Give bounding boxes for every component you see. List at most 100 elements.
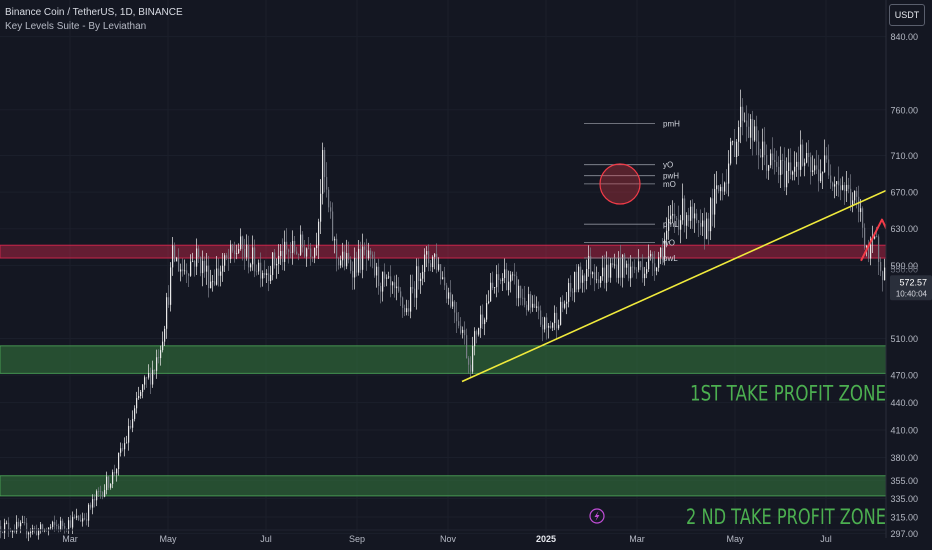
candle-body xyxy=(804,162,806,166)
candle-body xyxy=(142,384,144,393)
key-level-label: pwL xyxy=(663,254,678,263)
candle-body xyxy=(2,531,4,533)
candle-body xyxy=(486,303,488,320)
candle-body xyxy=(854,190,856,201)
candle-body xyxy=(880,262,882,272)
candle-body xyxy=(30,532,32,533)
candle-body xyxy=(228,258,230,259)
candle-body xyxy=(730,141,732,164)
candle-body xyxy=(322,150,324,194)
candle-body xyxy=(794,166,796,172)
candle-body xyxy=(454,301,456,313)
candle-body xyxy=(582,275,584,283)
candle-body xyxy=(598,279,600,283)
candle-body xyxy=(162,341,164,351)
candle-body xyxy=(190,261,192,276)
take-profit-label-tp1: 1ST TAKE PROFIT ZONE xyxy=(690,381,886,405)
indicator-name: Key Levels Suite - By Leviathan xyxy=(5,21,147,32)
candle-body xyxy=(254,247,256,272)
candle-body xyxy=(818,169,820,182)
candle-body xyxy=(524,297,526,305)
candle-body xyxy=(338,258,340,266)
candle-body xyxy=(570,283,572,292)
candle-body xyxy=(816,165,818,170)
price-tick-label: 440.00 xyxy=(890,398,918,408)
price-tick-label: 470.00 xyxy=(890,371,918,381)
candle-body xyxy=(608,264,610,278)
candle-body xyxy=(42,524,44,532)
candle-body xyxy=(792,171,794,175)
candle-body xyxy=(642,267,644,279)
candle-body xyxy=(680,220,682,230)
candle-body xyxy=(300,234,302,255)
candle-body xyxy=(848,184,850,189)
candle-body xyxy=(232,244,234,251)
candle-body xyxy=(366,249,368,259)
candle-series xyxy=(0,89,888,542)
candle-body xyxy=(194,260,196,267)
candle-body xyxy=(202,260,204,274)
candle-body xyxy=(824,155,826,173)
candle-body xyxy=(64,526,66,529)
candle-body xyxy=(534,303,536,308)
candle-body xyxy=(212,281,214,283)
candle-body xyxy=(836,181,838,185)
candle-body xyxy=(272,252,274,275)
candle-body xyxy=(186,270,188,274)
candle-body xyxy=(146,377,148,379)
candle-body xyxy=(364,246,366,250)
candle-body xyxy=(510,274,512,282)
candle-body xyxy=(514,274,516,277)
time-tick-label: May xyxy=(726,534,744,544)
candle-body xyxy=(160,350,162,359)
price-tick-label: 630.00 xyxy=(890,224,918,234)
candle-body xyxy=(24,522,26,524)
candle-body xyxy=(422,271,424,279)
candle-body xyxy=(196,248,198,267)
candle-body xyxy=(184,270,186,272)
candle-body xyxy=(318,221,320,246)
candle-body xyxy=(502,278,504,282)
candle-body xyxy=(306,248,308,257)
candle-body xyxy=(694,213,696,219)
candle-body xyxy=(728,163,730,184)
candle-body xyxy=(274,252,276,266)
price-tick-label: 710.00 xyxy=(890,151,918,161)
candle-body xyxy=(474,331,476,347)
price-tick-label: 760.00 xyxy=(890,105,918,115)
candle-body xyxy=(770,153,772,166)
candle-body xyxy=(132,418,134,428)
candle-body xyxy=(850,188,852,206)
candle-body xyxy=(402,297,404,308)
candle-body xyxy=(28,532,30,535)
candle-body xyxy=(526,304,528,310)
currency-button[interactable]: USDT xyxy=(889,4,925,26)
candle-body xyxy=(282,251,284,262)
candle-body xyxy=(458,321,460,326)
candle-body xyxy=(536,306,538,308)
candle-body xyxy=(838,181,840,186)
candle-body xyxy=(354,257,356,278)
candle-body xyxy=(576,271,578,290)
candle-body xyxy=(632,266,634,268)
candle-body xyxy=(630,266,632,279)
candle-body xyxy=(164,328,166,342)
candle-body xyxy=(622,254,624,278)
candle-body xyxy=(468,358,470,365)
candle-body xyxy=(70,520,72,528)
candle-body xyxy=(250,264,252,268)
candle-body xyxy=(380,286,382,292)
candle-body xyxy=(878,236,880,263)
candle-body xyxy=(564,303,566,308)
candle-body xyxy=(672,213,674,216)
candle-body xyxy=(104,490,106,497)
candle-body xyxy=(846,184,848,192)
candle-body xyxy=(568,283,570,302)
candle-body xyxy=(118,452,120,470)
candle-body xyxy=(344,251,346,267)
candle-body xyxy=(36,528,38,536)
candle-body xyxy=(442,277,444,280)
candle-body xyxy=(256,271,258,273)
